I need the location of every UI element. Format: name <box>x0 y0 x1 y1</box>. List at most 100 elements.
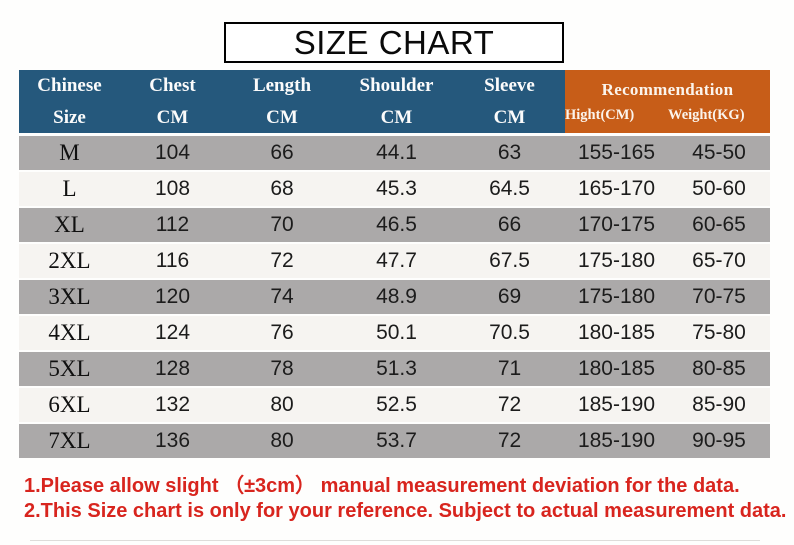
cell-height: 175-180 <box>577 249 656 272</box>
cell-size: 3XL <box>48 284 91 309</box>
cell-length: 78 <box>270 357 294 380</box>
cell-chest: 108 <box>154 177 191 200</box>
cell-length: 68 <box>270 177 294 200</box>
col-header-line2: CM <box>380 106 413 128</box>
col-header-recommendation: Recommendation Hight(CM) Weight(KG) <box>565 70 770 133</box>
cell-height: 180-185 <box>577 357 656 380</box>
cell-shoulder: 53.7 <box>376 429 417 452</box>
cell-shoulder: 46.5 <box>376 213 417 236</box>
cell-size: 4XL <box>48 320 91 345</box>
cell-chest: 128 <box>154 357 191 380</box>
col-header-sleeve: Sleeve CM <box>454 70 565 133</box>
cell-sleeve: 72 <box>497 429 522 452</box>
cell-shoulder: 44.1 <box>376 141 417 164</box>
size-table: Chinese Size Chest CM Length CM Shoulder… <box>19 70 770 460</box>
cell-shoulder: 52.5 <box>376 393 417 416</box>
table-row: L 108 68 45.3 64.5 165-170 50-60 <box>19 172 770 206</box>
cell-chest: 136 <box>154 429 191 452</box>
col-header-line2: CM <box>156 106 189 128</box>
cell-chest: 132 <box>154 393 191 416</box>
table-header-row: Chinese Size Chest CM Length CM Shoulder… <box>19 70 770 133</box>
col-header-line1: Chest <box>149 74 196 96</box>
cell-sleeve: 72 <box>497 393 522 416</box>
cell-weight: 85-90 <box>692 393 746 416</box>
cell-size: L <box>62 176 77 201</box>
col-header-line2: CM <box>266 106 298 128</box>
col-header-chinese-size: Chinese Size <box>19 70 120 133</box>
table-row: XL 112 70 46.5 66 170-175 60-65 <box>19 208 770 242</box>
cell-sleeve: 63 <box>497 141 522 164</box>
col-header-line2: Size <box>53 106 86 128</box>
cell-height: 170-175 <box>577 213 656 236</box>
cell-length: 70 <box>270 213 294 236</box>
cell-height: 165-170 <box>577 177 656 200</box>
cell-weight: 50-60 <box>692 177 746 200</box>
col-header-length: Length CM <box>225 70 339 133</box>
page-title: SIZE CHART <box>293 23 495 61</box>
cell-weight: 45-50 <box>692 141 746 164</box>
recommendation-label: Recommendation <box>601 79 734 99</box>
cell-sleeve: 70.5 <box>489 321 530 344</box>
col-header-weight: Weight(KG) <box>668 106 745 123</box>
cell-chest: 116 <box>155 249 190 272</box>
cell-weight: 75-80 <box>692 321 746 344</box>
cell-sleeve: 69 <box>497 285 522 308</box>
cell-length: 66 <box>270 141 294 164</box>
cell-shoulder: 50.1 <box>376 321 417 344</box>
cell-size: 2XL <box>48 248 91 273</box>
cell-size: M <box>59 140 80 165</box>
cell-shoulder: 45.3 <box>376 177 417 200</box>
table-row: 6XL 132 80 52.5 72 185-190 85-90 <box>19 388 770 422</box>
cell-weight: 70-75 <box>692 285 746 308</box>
cell-height: 185-190 <box>577 393 656 416</box>
cell-weight: 60-65 <box>692 213 746 236</box>
cell-sleeve: 71 <box>497 357 522 380</box>
cell-shoulder: 48.9 <box>376 285 417 308</box>
col-header-line1: Sleeve <box>484 74 535 96</box>
cell-chest: 124 <box>154 321 191 344</box>
cell-size: 7XL <box>48 428 91 453</box>
cell-chest: 120 <box>154 285 191 308</box>
cell-size: 6XL <box>48 392 91 417</box>
cell-height: 155-165 <box>577 141 656 164</box>
col-header-line1: Length <box>252 74 312 96</box>
cell-sleeve: 67.5 <box>489 249 530 272</box>
cell-weight: 80-85 <box>692 357 746 380</box>
size-chart-title-box: SIZE CHART <box>224 22 564 63</box>
col-header-line1: Shoulder <box>359 74 434 96</box>
cell-sleeve: 66 <box>497 213 522 236</box>
cell-length: 76 <box>270 321 294 344</box>
cell-size: 5XL <box>48 356 91 381</box>
note-measurement-deviation: 1.Please allow slight （±3cm） manual meas… <box>24 475 740 497</box>
table-row: M 104 66 44.1 63 155-165 45-50 <box>19 136 770 170</box>
col-header-height: Hight(CM) <box>565 106 635 123</box>
table-body: M 104 66 44.1 63 155-165 45-50 L 108 68 45.3 64.5 16… <box>19 136 770 458</box>
cell-shoulder: 47.7 <box>376 249 417 272</box>
col-header-shoulder: Shoulder CM <box>339 70 454 133</box>
cell-height: 175-180 <box>577 285 656 308</box>
cell-weight: 90-95 <box>692 429 746 452</box>
cell-length: 80 <box>270 429 294 452</box>
table-row: 3XL 120 74 48.9 69 175-180 70-75 <box>19 280 770 314</box>
cell-length: 72 <box>270 249 294 272</box>
table-row: 4XL 124 76 50.1 70.5 180-185 75-80 <box>19 316 770 350</box>
cell-chest: 112 <box>155 213 190 236</box>
cell-height: 185-190 <box>577 429 656 452</box>
recommendation-subheaders: Hight(CM) Weight(KG) <box>565 107 770 124</box>
cell-sleeve: 64.5 <box>489 177 530 200</box>
cell-height: 180-185 <box>577 321 656 344</box>
col-header-line2: CM <box>493 106 526 128</box>
cell-length: 74 <box>270 285 294 308</box>
table-row: 2XL 116 72 47.7 67.5 175-180 65-70 <box>19 244 770 278</box>
cell-weight: 65-70 <box>692 249 746 272</box>
cell-size: XL <box>54 212 85 237</box>
col-header-chest: Chest CM <box>120 70 225 133</box>
note-reference-only: 2.This Size chart is only for your refer… <box>24 500 787 522</box>
cell-length: 80 <box>270 393 294 416</box>
table-row: 5XL 128 78 51.3 71 180-185 80-85 <box>19 352 770 386</box>
col-header-line1: Chinese <box>37 74 102 96</box>
bottom-divider <box>30 540 760 541</box>
cell-shoulder: 51.3 <box>376 357 417 380</box>
cell-chest: 104 <box>154 141 191 164</box>
